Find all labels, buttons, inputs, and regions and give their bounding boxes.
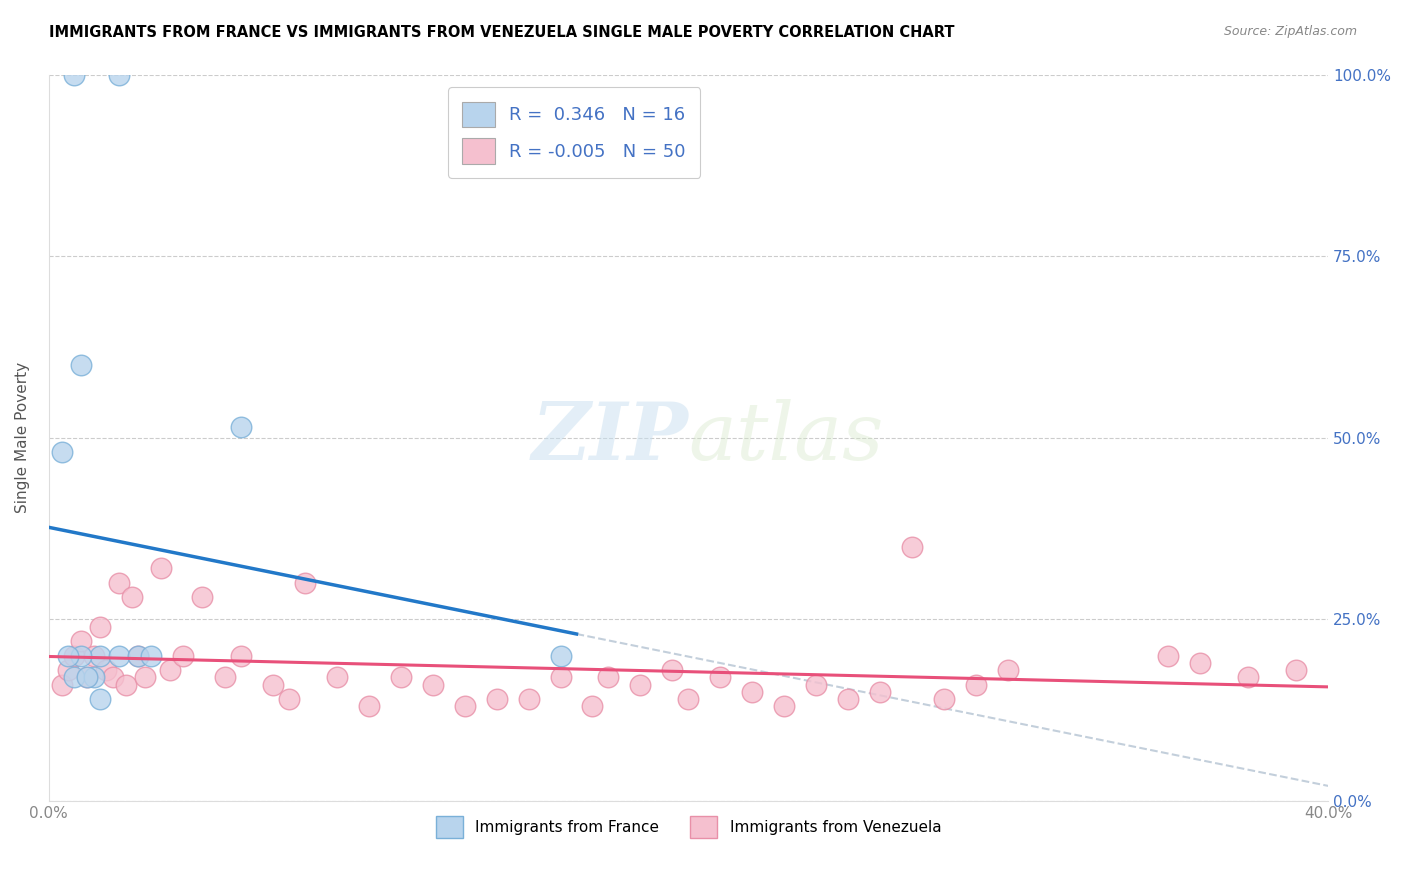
Point xyxy=(678,692,700,706)
Point xyxy=(69,648,91,663)
Text: Source: ZipAtlas.com: Source: ZipAtlas.com xyxy=(1223,25,1357,38)
Point xyxy=(901,540,924,554)
Point xyxy=(709,670,731,684)
Point xyxy=(934,692,956,706)
Point xyxy=(56,663,79,677)
Point xyxy=(965,678,987,692)
Point xyxy=(294,576,316,591)
Point xyxy=(214,670,236,684)
Point xyxy=(661,663,683,677)
Point xyxy=(357,699,380,714)
Point xyxy=(422,678,444,692)
Point xyxy=(172,648,194,663)
Text: atlas: atlas xyxy=(689,399,884,476)
Point xyxy=(191,591,214,605)
Point xyxy=(76,670,98,684)
Point xyxy=(56,648,79,663)
Point xyxy=(96,663,118,677)
Point xyxy=(108,576,131,591)
Point xyxy=(108,648,131,663)
Point xyxy=(869,685,891,699)
Point xyxy=(773,699,796,714)
Y-axis label: Single Male Poverty: Single Male Poverty xyxy=(15,362,30,513)
Point xyxy=(1189,656,1212,670)
Point xyxy=(1237,670,1260,684)
Point xyxy=(76,670,98,684)
Point xyxy=(83,648,105,663)
Point xyxy=(550,670,572,684)
Legend: Immigrants from France, Immigrants from Venezuela: Immigrants from France, Immigrants from … xyxy=(429,810,948,844)
Point xyxy=(630,678,652,692)
Point xyxy=(277,692,299,706)
Point xyxy=(159,663,181,677)
Point xyxy=(485,692,508,706)
Point xyxy=(517,692,540,706)
Point xyxy=(1157,648,1180,663)
Text: ZIP: ZIP xyxy=(531,399,689,476)
Point xyxy=(51,445,73,459)
Point xyxy=(229,419,252,434)
Point xyxy=(121,591,143,605)
Point xyxy=(51,678,73,692)
Point xyxy=(837,692,859,706)
Point xyxy=(598,670,620,684)
Point xyxy=(389,670,412,684)
Point xyxy=(550,648,572,663)
Point xyxy=(149,561,172,575)
Point xyxy=(1285,663,1308,677)
Point xyxy=(139,648,162,663)
Point xyxy=(89,619,111,633)
Point xyxy=(83,670,105,684)
Point xyxy=(325,670,347,684)
Point xyxy=(63,648,86,663)
Point xyxy=(997,663,1019,677)
Text: IMMIGRANTS FROM FRANCE VS IMMIGRANTS FROM VENEZUELA SINGLE MALE POVERTY CORRELAT: IMMIGRANTS FROM FRANCE VS IMMIGRANTS FRO… xyxy=(49,25,955,40)
Point xyxy=(63,670,86,684)
Point xyxy=(89,692,111,706)
Point xyxy=(108,68,131,82)
Point xyxy=(229,648,252,663)
Point xyxy=(114,678,136,692)
Point xyxy=(581,699,603,714)
Point xyxy=(69,358,91,372)
Point xyxy=(63,68,86,82)
Point xyxy=(806,678,828,692)
Point xyxy=(127,648,149,663)
Point xyxy=(89,648,111,663)
Point xyxy=(127,648,149,663)
Point xyxy=(134,670,156,684)
Point xyxy=(262,678,284,692)
Point xyxy=(741,685,763,699)
Point xyxy=(453,699,475,714)
Point xyxy=(101,670,124,684)
Point xyxy=(69,634,91,648)
